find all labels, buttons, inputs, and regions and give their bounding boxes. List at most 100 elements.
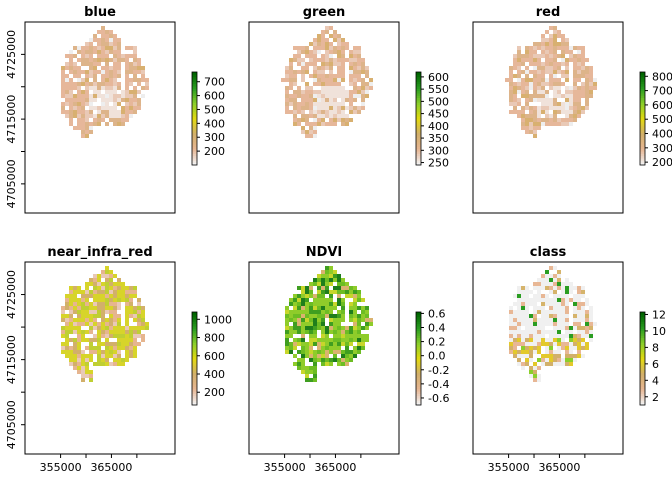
raster-cell — [573, 110, 577, 114]
raster-cell — [293, 318, 297, 322]
raster-cell — [561, 38, 565, 42]
raster-cell — [297, 94, 301, 98]
raster-cell — [293, 54, 297, 58]
raster-cell — [361, 342, 365, 346]
raster-cell — [117, 122, 121, 126]
legend-swatch — [416, 132, 421, 136]
raster-cell — [301, 358, 305, 362]
raster-cell — [349, 326, 353, 330]
raster-cell — [61, 86, 65, 90]
raster-cell — [89, 98, 93, 102]
raster-cell — [309, 358, 313, 362]
raster-cell — [101, 78, 105, 82]
raster-cell — [525, 358, 529, 362]
raster-cell — [581, 50, 585, 54]
legend-swatch — [640, 393, 645, 397]
raster-cell — [325, 66, 329, 70]
raster-cell — [549, 338, 553, 342]
raster-cell — [117, 98, 121, 102]
raster-cell — [61, 94, 65, 98]
raster-cell — [369, 322, 373, 326]
raster-cell — [285, 98, 289, 102]
raster-cell — [537, 42, 541, 46]
raster-cell — [337, 310, 341, 314]
raster-cell — [113, 62, 117, 66]
raster-cell — [113, 358, 117, 362]
raster-cell — [581, 310, 585, 314]
raster-cell — [357, 54, 361, 58]
raster-cell — [337, 318, 341, 322]
legend-swatch — [416, 90, 421, 94]
raster-cell — [361, 90, 365, 94]
raster-cell — [65, 110, 69, 114]
raster-cell — [313, 298, 317, 302]
raster-cell — [345, 90, 349, 94]
raster-cell — [509, 338, 513, 342]
raster-cell — [545, 330, 549, 334]
raster-cell — [361, 326, 365, 330]
raster-cell — [357, 338, 361, 342]
raster-cell — [305, 94, 309, 98]
raster-cell — [529, 354, 533, 358]
legend-tick-label: 800 — [204, 332, 225, 345]
raster-cell — [65, 86, 69, 90]
raster-cell — [97, 330, 101, 334]
raster-cells — [281, 26, 373, 138]
raster-cell — [321, 74, 325, 78]
raster-cell — [557, 110, 561, 114]
raster-cell — [577, 322, 581, 326]
raster-cell — [293, 122, 297, 126]
raster-cell — [509, 318, 513, 322]
raster-cell — [549, 38, 553, 42]
raster-cell — [333, 338, 337, 342]
raster-cell — [101, 102, 105, 106]
raster-cell — [513, 58, 517, 62]
raster-cell — [93, 122, 97, 126]
raster-cell — [333, 106, 337, 110]
raster-cell — [333, 350, 337, 354]
raster-cell — [553, 94, 557, 98]
legend-swatch — [192, 353, 197, 357]
raster-cell — [573, 70, 577, 74]
raster-cell — [361, 98, 365, 102]
raster-cell — [61, 318, 65, 322]
legend-tick-label: 400 — [652, 128, 672, 141]
raster-cell — [341, 58, 345, 62]
raster-cell — [305, 90, 309, 94]
raster-cell — [509, 342, 513, 346]
legend-swatch — [192, 318, 197, 322]
raster-cell — [573, 294, 577, 298]
raster-cell — [557, 326, 561, 330]
raster-cell — [105, 102, 109, 106]
raster-cell — [329, 326, 333, 330]
raster-cell — [541, 286, 545, 290]
raster-cell — [529, 298, 533, 302]
raster-cell — [289, 342, 293, 346]
raster-cell — [125, 70, 129, 74]
legend-swatch — [640, 106, 645, 110]
raster-cell — [337, 342, 341, 346]
raster-cell — [525, 74, 529, 78]
raster-cell — [113, 110, 117, 114]
raster-cell — [85, 346, 89, 350]
raster-cell — [569, 50, 573, 54]
raster-cell — [89, 330, 93, 334]
raster-cell — [589, 86, 593, 90]
raster-cell — [577, 110, 581, 114]
raster-cell — [317, 346, 321, 350]
raster-cell — [321, 54, 325, 58]
raster-cell — [565, 46, 569, 50]
legend-swatch — [640, 160, 645, 164]
raster-cell — [85, 362, 89, 366]
raster-cell — [549, 322, 553, 326]
raster-cell — [93, 82, 97, 86]
raster-cell — [69, 346, 73, 350]
raster-cell — [557, 314, 561, 318]
raster-cell — [313, 330, 317, 334]
raster-cell — [549, 342, 553, 346]
raster-cell — [101, 354, 105, 358]
raster-cell — [97, 122, 101, 126]
legend-swatch — [640, 130, 645, 133]
raster-cell — [105, 342, 109, 346]
raster-cell — [101, 322, 105, 326]
